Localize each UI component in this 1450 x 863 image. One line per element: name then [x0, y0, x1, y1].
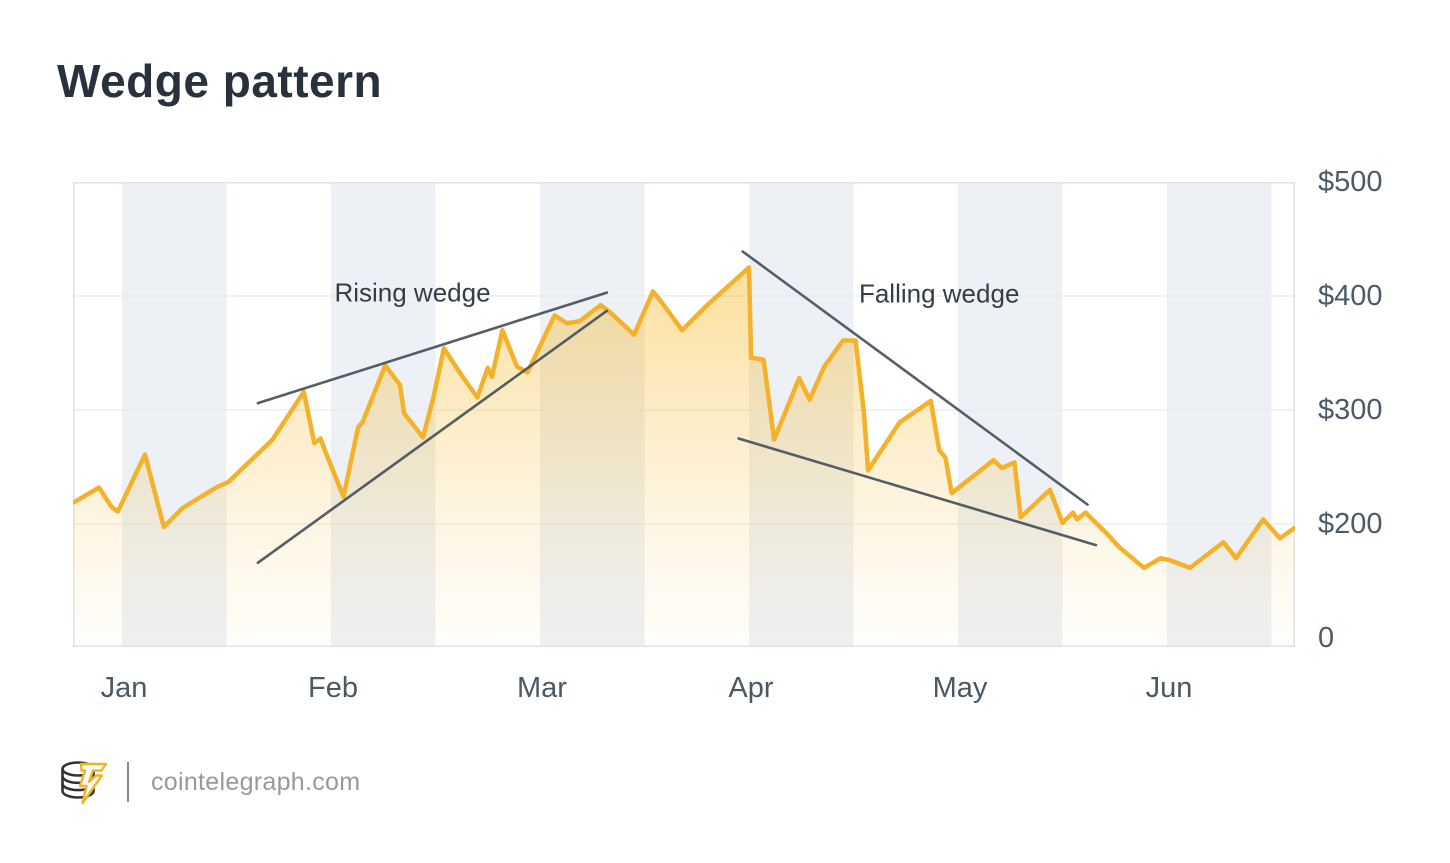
- cointelegraph-logo: [61, 761, 108, 805]
- x-axis-label-may: May: [932, 672, 988, 704]
- x-axis-label-jan: Jan: [100, 672, 148, 704]
- price-area-fill: [73, 267, 1295, 647]
- y-axis-label-500: $500: [1318, 166, 1383, 198]
- site-url: cointelegraph.com: [151, 767, 361, 796]
- falling-wedge-label: Falling wedge: [859, 279, 1019, 309]
- y-axis-label-200: $200: [1318, 508, 1383, 540]
- footer-divider: [127, 762, 129, 802]
- x-axis-label-mar: Mar: [517, 672, 567, 704]
- y-axis: $500 $400 $300 $200 0: [1318, 0, 1438, 863]
- rising-wedge-lower-trendline: [256, 309, 609, 565]
- falling-wedge-upper-trendline: [741, 250, 1089, 506]
- lightning-bolt-icon: [78, 762, 108, 805]
- x-axis-label-apr: Apr: [728, 672, 774, 704]
- wedge-pattern-chart-svg: Rising wedge Falling wedge: [73, 182, 1295, 647]
- price-line: [73, 265, 1295, 571]
- page-title: Wedge pattern: [57, 55, 383, 107]
- x-axis: Jan Feb Mar Apr May Jun: [73, 668, 1295, 714]
- x-axis-label-feb: Feb: [308, 672, 358, 704]
- y-axis-label-0: 0: [1318, 622, 1335, 654]
- falling-wedge-lower-trendline: [737, 437, 1098, 547]
- footer: cointelegraph.com: [57, 755, 360, 809]
- y-axis-label-300: $300: [1318, 394, 1383, 426]
- y-axis-label-400: $400: [1318, 280, 1383, 312]
- rising-wedge-upper-trendline: [256, 291, 609, 405]
- chart-area: Rising wedge Falling wedge: [73, 182, 1295, 647]
- x-axis-label-jun: Jun: [1145, 672, 1193, 704]
- rising-wedge-label: Rising wedge: [334, 278, 490, 308]
